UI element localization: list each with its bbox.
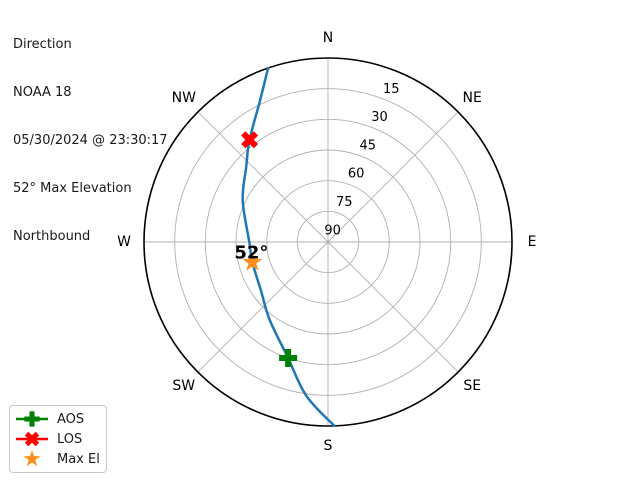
legend-label-aos: AOS (57, 411, 85, 427)
elevation-label-15: 15 (383, 82, 400, 97)
azimuth-spoke-ne (327, 111, 459, 243)
aos-marker (279, 349, 298, 367)
legend-label-los: LOS (57, 431, 83, 447)
info-heading: Northbound (13, 229, 91, 244)
elevation-label-30: 30 (371, 110, 388, 125)
legend-item-los: LOS (15, 429, 100, 449)
elevation-label-75: 75 (336, 195, 353, 210)
azimuth-spoke-se (327, 241, 459, 373)
info-max-elevation: 52° Max Elevation (13, 181, 132, 196)
legend-item-max-el: Max El (15, 449, 100, 469)
compass-label-e: E (528, 234, 537, 250)
compass-label-n: N (323, 30, 333, 46)
elevation-label-90: 90 (324, 223, 341, 238)
legend-item-aos: AOS (15, 409, 100, 429)
legend-star-marker-icon (23, 450, 41, 467)
legend-plus-marker-icon (16, 411, 48, 427)
horizon-circle (143, 57, 513, 427)
azimuth-spoke-nw (197, 111, 329, 243)
legend-x-marker-icon (16, 431, 48, 447)
info-pass-datetime: 05/30/2024 @ 23:30:17 (13, 133, 168, 148)
info-direction-label: Direction (13, 37, 72, 52)
max-elevation-annotation: 52° (234, 242, 268, 263)
compass-label-sw: SW (172, 378, 195, 394)
legend-label-max-el: Max El (57, 451, 100, 467)
max-el-marker (242, 251, 263, 271)
compass-label-se: SE (463, 378, 481, 394)
azimuth-spoke-sw (197, 241, 329, 373)
elevation-label-45: 45 (360, 138, 377, 153)
los-marker (241, 131, 259, 149)
compass-label-ne: NE (463, 90, 482, 106)
elevation-label-60: 60 (348, 167, 365, 182)
info-satellite-name: NOAA 18 (13, 85, 72, 100)
pass-info-block: Direction NOAA 18 05/30/2024 @ 23:30:17 … (13, 5, 168, 261)
compass-label-w: W (117, 234, 131, 250)
compass-label-s: S (324, 438, 333, 454)
legend: AOS LOS Max El (9, 405, 107, 473)
compass-label-nw: NW (172, 90, 196, 106)
